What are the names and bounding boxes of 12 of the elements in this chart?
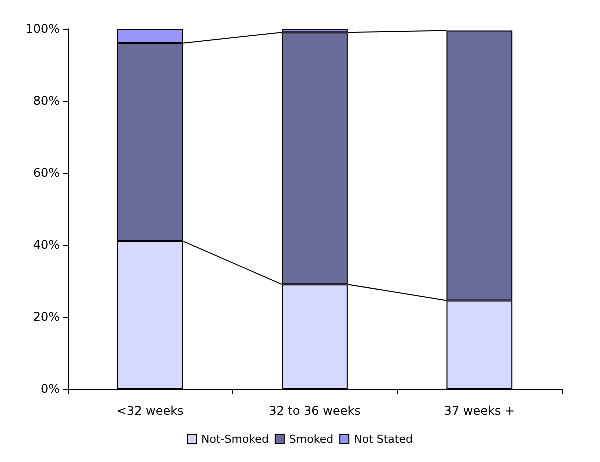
- y-tick-label: 0%: [40, 382, 60, 396]
- x-tick-label: 32 to 36 weeks: [269, 404, 361, 418]
- legend-label: Not-Smoked: [202, 433, 269, 446]
- y-tick-label: 100%: [26, 22, 60, 36]
- y-tick-label: 40%: [33, 238, 60, 252]
- legend-label: Not Stated: [354, 433, 413, 446]
- x-tick-label: <32 weeks: [116, 404, 184, 418]
- y-tick-label: 60%: [33, 166, 60, 180]
- y-tick-label: 20%: [33, 310, 60, 324]
- legend-label: Smoked: [289, 433, 334, 446]
- x-tick-label: 37 weeks +: [444, 404, 516, 418]
- y-tick-label: 80%: [33, 94, 60, 108]
